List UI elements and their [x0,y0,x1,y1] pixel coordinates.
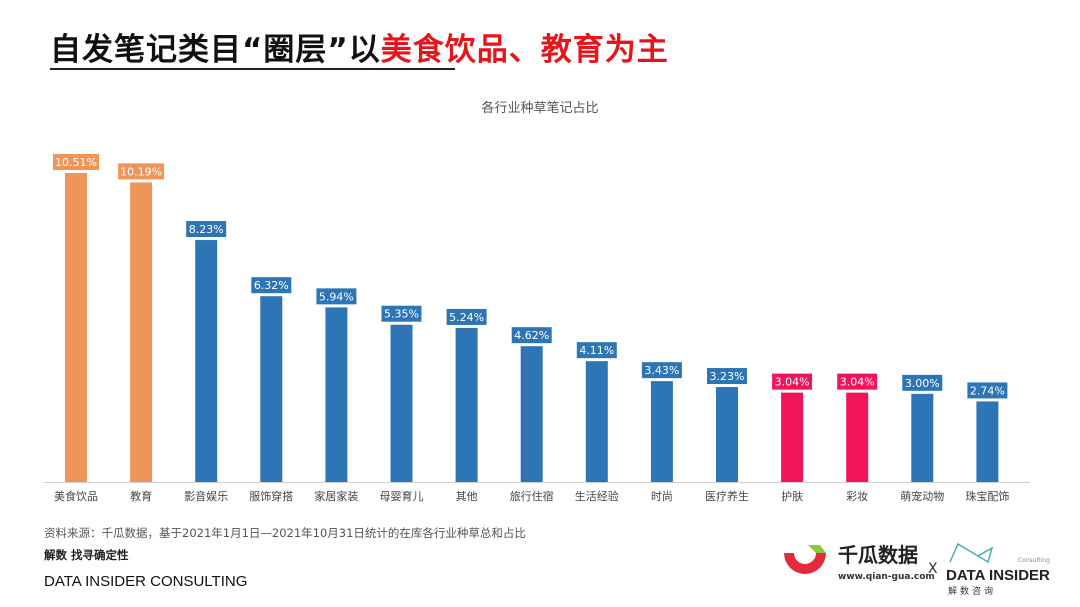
data-label-box [251,277,292,294]
category-label: 家居家装 [314,489,358,503]
title-underline [50,68,455,70]
bar-chart: 10.51% 美食饮品 10.19% 教育 8.23% 影音娱乐 6.32% 服饰穿搭 5.94… [44,154,1030,503]
category-label: 服饰穿搭 [249,489,293,503]
bar [325,307,348,482]
category-label: 影音娱乐 [184,489,228,503]
category-label: 教育 [130,489,152,503]
category-label: 其他 [456,490,478,503]
title-black: 自发笔记类目“圈层”以 [50,32,381,68]
bar [195,240,218,482]
data-label-box [53,154,99,171]
data-label-box [118,163,165,180]
category-label: 生活经验 [575,489,619,503]
bar [260,296,283,482]
cross-mark: X [928,561,938,577]
page-title: 自发笔记类目“圈层”以美食饮品、教育为主 [50,24,669,69]
data-label-box [837,373,878,390]
di-consulting: Consulting [1018,557,1050,564]
bar [65,173,87,483]
data-label: 4.11% [579,344,614,357]
datainsider-logo [949,542,994,564]
data-label: 3.43% [644,364,679,377]
data-label-box [772,373,813,390]
data-label: 3.00% [905,377,940,390]
qiangua-url: www.qian-gua.com [838,572,935,582]
category-label: 彩妆 [846,490,868,503]
data-label: 3.23% [710,370,745,383]
category-label: 珠宝配饰 [965,489,1009,503]
bar [716,387,738,482]
bar [455,327,478,482]
bar [976,401,999,482]
category-label: 旅行住宿 [510,489,554,503]
qiangua-logo [784,545,826,574]
data-label: 5.24% [449,311,484,324]
data-label-box [511,327,552,344]
data-label: 10.51% [55,156,97,169]
brand-text: DATA INSIDER CONSULTING [44,573,248,590]
category-label: 护肤 [781,489,803,503]
bar [390,324,413,482]
data-label-box [967,382,1008,399]
title-red: 美食饮品、教育为主 [380,32,669,68]
category-label: 母婴育儿 [380,489,424,503]
data-label-box [381,305,422,322]
data-label-box [186,221,227,238]
data-label: 4.62% [514,329,549,342]
category-label: 时尚 [651,489,673,503]
data-label: 6.32% [254,279,289,292]
data-label-box [316,288,357,305]
bar [585,361,608,482]
data-label: 3.04% [775,376,810,389]
data-label-box [902,374,943,391]
bar [130,182,153,482]
category-label: 医疗养生 [705,489,749,503]
category-label: 萌宠动物 [900,489,944,503]
data-label-box [707,368,747,385]
data-label: 10.19% [120,165,162,178]
bar [650,381,673,482]
slogan: 解数 找寻确定性 [44,548,129,562]
data-label-box [641,362,682,379]
bar [846,392,869,482]
bar [520,346,543,482]
data-label: 3.04% [840,376,875,389]
category-label: 美食饮品 [54,489,98,503]
di-name: DATA INSIDER [946,567,1050,584]
source-note: 资料来源：千瓜数据，基于2021年1月1日—2021年10月31日统计的在库各行… [44,526,526,540]
data-label: 5.94% [319,290,354,303]
qiangua-name: 千瓜数据 [838,543,918,567]
data-label: 2.74% [970,384,1005,397]
data-label: 8.23% [189,223,224,236]
bar [911,393,934,482]
data-label-box [576,342,617,359]
di-chinese: 解数咨询 [948,587,997,597]
data-label: 5.35% [384,308,419,321]
data-label-box [446,308,487,325]
chart-title: 各行业种草笔记占比 [481,101,599,116]
bar [781,392,804,482]
